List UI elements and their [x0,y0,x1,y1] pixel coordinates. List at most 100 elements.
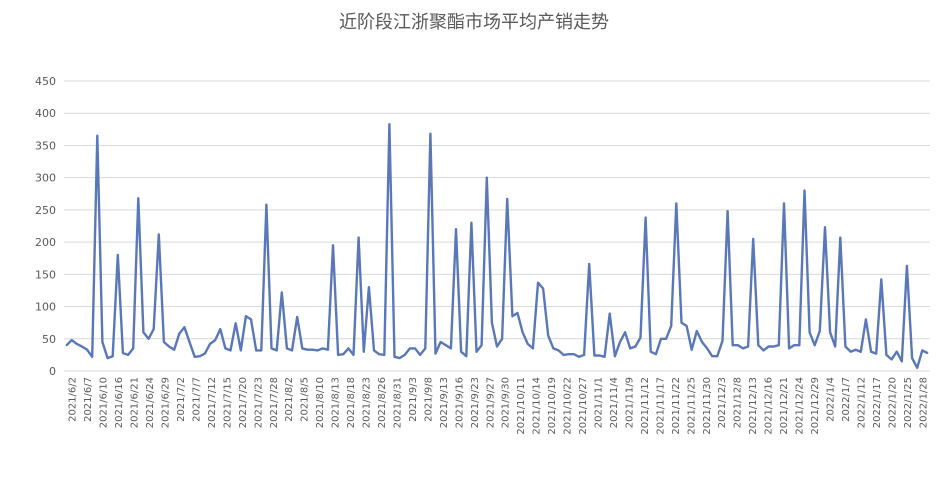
data-point [777,344,780,347]
data-point [890,358,893,361]
data-point [824,226,826,229]
data-point [501,337,504,340]
data-point [162,341,165,343]
data-point [552,347,555,350]
x-tick-label: 2021/6/21 [130,377,141,428]
x-tick-label: 2021/12/13 [748,377,759,435]
x-tick-label: 2021/12/21 [779,377,790,435]
x-tick-label: 2021/11/4 [609,377,620,428]
x-tick-label: 2021/10/19 [547,377,558,435]
data-point [152,328,155,331]
x-tick-label: 2021/9/16 [454,377,465,428]
data-point [798,344,801,347]
data-point [598,354,601,357]
data-point [578,355,580,358]
y-tick-label: 450 [35,75,56,88]
data-point [654,353,657,356]
y-tick-label: 250 [35,204,56,217]
data-point [255,349,258,352]
x-tick-label: 2021/10/11 [516,377,527,435]
data-point [439,341,442,343]
x-tick-label: 2021/7/2 [176,377,187,422]
x-tick-label: 2021/12/3 [717,377,728,428]
series-line [65,122,928,369]
data-point [762,349,765,352]
x-tick-label: 2021/10/27 [578,377,589,435]
data-point [408,347,411,350]
data-point [757,344,760,347]
data-point [142,331,145,334]
data-point [234,322,237,325]
data-point [75,342,78,345]
data-point [793,344,796,347]
data-point [742,347,744,350]
data-point [250,318,252,321]
data-point [665,337,668,340]
data-point [895,350,898,353]
data-point [660,337,662,340]
data-point [803,189,806,192]
data-point [403,353,406,356]
data-point [429,132,432,135]
data-point [521,331,524,334]
data-point [198,355,201,358]
data-point [291,349,293,352]
x-tick-label: 2021/7/7 [191,377,202,422]
data-point [905,265,908,267]
y-axis-labels: 0 50 100 150 200 250 300 350 400 450 [35,75,56,378]
data-point [285,347,288,350]
data-point [608,312,611,315]
data-point [132,347,135,350]
data-point [813,344,816,347]
x-tick-label: 2021/12/24 [795,377,806,435]
data-point [859,350,862,353]
data-point [921,349,924,352]
series-layer [65,122,929,369]
y-tick-label: 100 [35,301,56,314]
x-tick-label: 2021/10/14 [532,377,543,435]
x-tick-label: 2021/6/7 [83,377,94,422]
data-point [219,328,222,331]
data-point [224,347,227,350]
data-point [280,291,283,294]
data-point [839,236,842,239]
data-point [80,345,83,348]
x-tick-label: 2021/6/10 [99,377,110,428]
data-point [701,341,703,343]
data-point [834,345,837,348]
data-point [265,203,268,206]
data-point [301,347,304,350]
data-point [711,355,714,358]
x-tick-label: 2021/8/23 [362,377,373,428]
x-tick-label: 2021/8/5 [300,377,311,422]
data-point [373,349,375,352]
data-point [900,360,903,363]
data-point [178,332,181,335]
data-point [116,254,119,256]
data-point [203,352,206,355]
data-point [680,321,683,324]
data-point [270,347,273,350]
data-point [731,344,734,347]
x-tick-label: 2021/8/2 [284,377,295,422]
x-tick-label: 2021/6/24 [145,377,156,428]
data-point [644,216,647,219]
data-point [332,244,334,247]
data-point [572,353,575,356]
x-tick-label: 2021/6/16 [114,377,125,428]
y-tick-label: 300 [35,172,56,185]
data-point [244,315,247,318]
data-point [168,345,170,348]
data-point [783,202,785,205]
data-point [475,350,478,353]
data-point [916,366,919,369]
data-point [767,345,770,348]
data-point [818,330,821,332]
data-point [854,348,857,351]
data-point [347,347,350,350]
data-point [127,353,130,356]
data-point [260,349,263,352]
data-point [357,236,360,239]
data-point [567,353,570,356]
